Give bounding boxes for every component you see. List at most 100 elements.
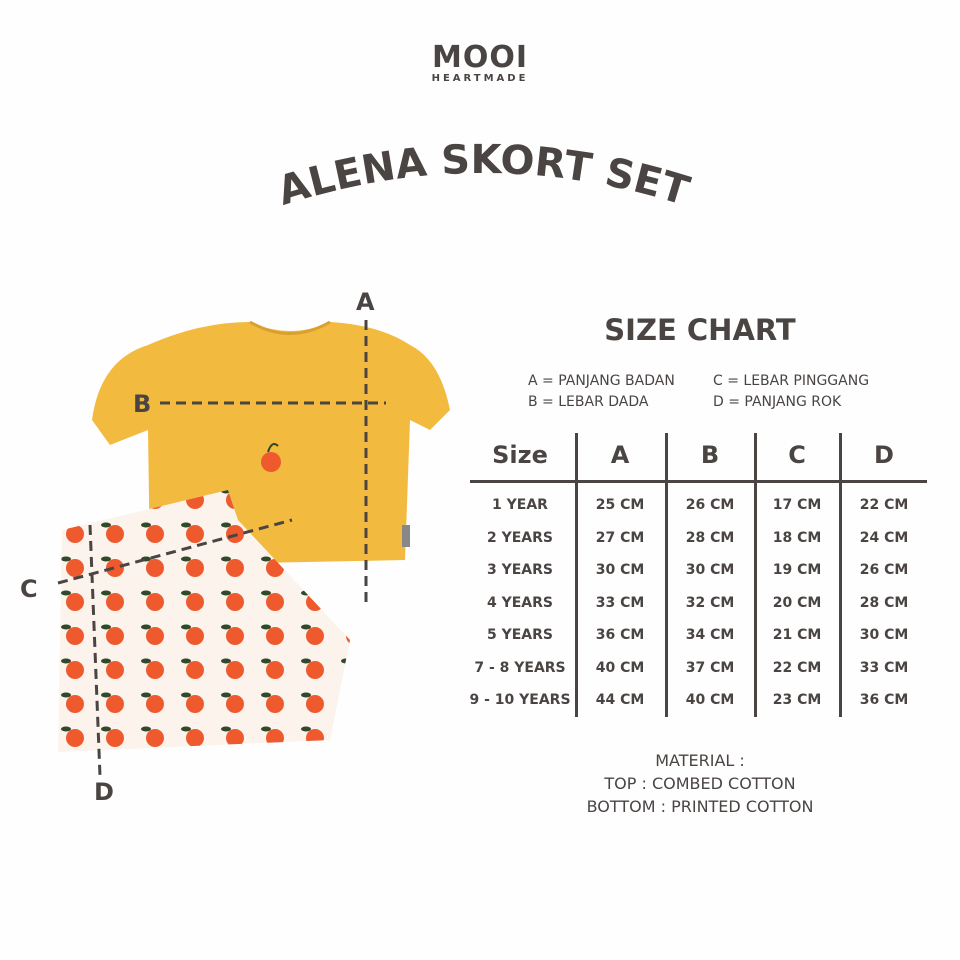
fruit-print	[106, 491, 124, 509]
leaf-print	[301, 726, 311, 732]
column-divider	[754, 433, 757, 717]
column-header-size: Size	[492, 441, 548, 469]
fruit-print	[186, 695, 204, 713]
leaf-print	[221, 624, 231, 630]
fruit-print	[146, 729, 164, 747]
measurement-cell: 34 CM	[685, 627, 735, 643]
fruit-print	[66, 491, 84, 509]
leaf-print	[341, 590, 350, 596]
size-chart-title: SIZE CHART	[604, 313, 796, 347]
product-title: ALENA SKORT SET	[273, 137, 696, 215]
column-divider	[839, 433, 842, 717]
measurement-cell: 33 CM	[595, 594, 645, 611]
leaf-print	[141, 624, 151, 630]
measurement-cell: 40 CM	[595, 659, 645, 676]
leaf-print	[61, 556, 71, 562]
size-cell: 2 YEARS	[486, 529, 553, 546]
material-bottom: BOTTOM : PRINTED COTTON	[586, 797, 814, 816]
fruit-print	[226, 627, 244, 645]
measurement-cell: 37 CM	[685, 659, 735, 676]
brand-logo: MOOI	[431, 40, 529, 75]
fruit-print	[266, 593, 284, 611]
leaf-print	[181, 624, 191, 630]
fruit-print	[346, 661, 350, 679]
legend-b: B = LEBAR DADA	[528, 394, 649, 410]
fruit-print	[66, 729, 84, 747]
leaf-print	[101, 556, 111, 562]
fruit-print	[106, 695, 124, 713]
leaf-print	[181, 590, 191, 596]
fruit-print	[186, 661, 204, 679]
fruit-print	[66, 695, 84, 713]
leaf-print	[221, 490, 231, 494]
measurement-cell: 36 CM	[859, 692, 909, 708]
fruit-print	[146, 559, 164, 577]
leaf-print	[341, 658, 350, 664]
fruit-print	[346, 729, 350, 747]
fruit-print	[186, 593, 204, 611]
leaf-print	[301, 658, 311, 664]
fruit-print	[146, 627, 164, 645]
leaf-print	[221, 556, 231, 562]
leaf-print	[61, 726, 71, 732]
column-divider	[665, 433, 668, 717]
measurement-cell: 26 CM	[859, 562, 909, 578]
measurement-cell: 40 CM	[685, 692, 735, 708]
label-c: C	[20, 575, 38, 603]
leaf-print	[101, 590, 111, 596]
leaf-print	[181, 726, 191, 732]
measurement-cell: 26 CM	[685, 497, 735, 513]
size-cell: 7 - 8 YEARS	[474, 659, 566, 676]
leaf-print	[341, 726, 350, 732]
material-heading: MATERIAL :	[655, 751, 745, 770]
label-a: A	[356, 288, 375, 316]
leaf-print	[181, 522, 191, 528]
measurement-cell: 28 CM	[685, 529, 735, 546]
fruit-print	[306, 695, 324, 713]
leaf-print	[341, 624, 350, 630]
measurement-cell: 23 CM	[772, 692, 822, 708]
leaf-print	[181, 692, 191, 698]
leaf-print	[61, 692, 71, 698]
fruit-print	[186, 525, 204, 543]
fruit-print	[226, 729, 244, 747]
column-header-d: D	[874, 441, 894, 469]
leaf-print	[221, 692, 231, 698]
leaf-print	[301, 590, 311, 596]
leaf-print	[61, 624, 71, 630]
fruit-print	[186, 627, 204, 645]
measurement-cell: 30 CM	[859, 627, 909, 643]
measurement-cell: 19 CM	[772, 562, 822, 578]
fruit-print	[346, 559, 350, 577]
leaf-print	[61, 658, 71, 664]
leaf-print	[61, 490, 71, 494]
column-header-b: B	[700, 441, 720, 469]
fruit-print	[346, 627, 350, 645]
measurement-cell: 33 CM	[859, 659, 909, 676]
fruit-print	[186, 559, 204, 577]
fruit-print	[106, 627, 124, 645]
leaf-print	[301, 624, 311, 630]
fruit-print	[266, 627, 284, 645]
fruit-print	[226, 695, 244, 713]
fruit-print	[146, 593, 164, 611]
fruit-print	[346, 695, 350, 713]
legend-a: A = PANJANG BADAN	[528, 373, 675, 389]
leaf-print	[101, 726, 111, 732]
measurement-cell: 24 CM	[859, 529, 909, 546]
fruit-print	[306, 627, 324, 645]
leaf-print	[261, 590, 271, 596]
leaf-print	[141, 522, 151, 528]
leaf-print	[221, 726, 231, 732]
leaf-print	[61, 590, 71, 596]
leaf-print	[221, 658, 231, 664]
fruit-print	[346, 593, 350, 611]
skort-illustration	[58, 490, 350, 752]
measurement-cell: 17 CM	[772, 497, 822, 513]
measurement-cell: 28 CM	[859, 594, 909, 611]
fruit-print	[106, 593, 124, 611]
fruit-print	[66, 627, 84, 645]
leaf-print	[261, 658, 271, 664]
fruit-print	[306, 593, 324, 611]
column-header-c: C	[788, 441, 806, 469]
